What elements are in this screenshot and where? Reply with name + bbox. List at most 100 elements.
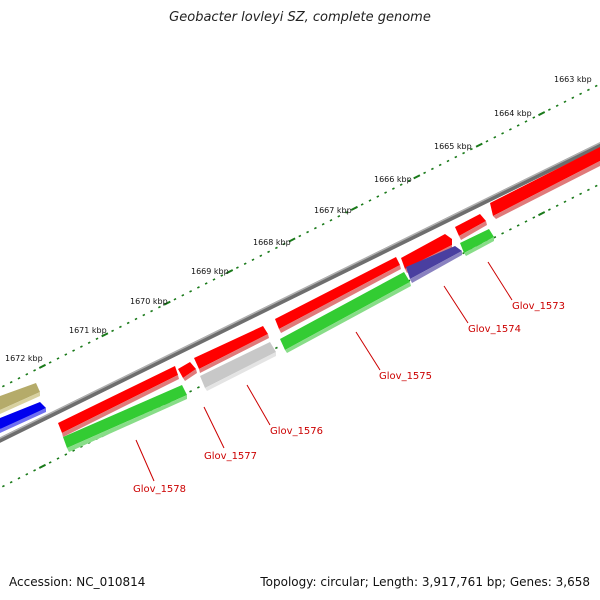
inner-tick [33, 469, 37, 472]
gene-reverse-1576-shade [205, 352, 276, 391]
outer-tick [25, 373, 29, 376]
gene-callouts [135, 261, 513, 482]
outer-tick [555, 104, 559, 107]
outer-tick [274, 246, 278, 250]
outer-tick [142, 313, 146, 317]
gene-olive-shade [0, 392, 40, 414]
outer-tick [163, 300, 171, 306]
outer-tick [571, 96, 575, 100]
gene-olive [0, 383, 40, 410]
outer-tick [493, 136, 497, 139]
outer-tick [321, 222, 325, 226]
outer-tick [454, 155, 458, 159]
gene-reverse-1573 [460, 229, 494, 253]
inner-tick [196, 386, 200, 389]
outer-tick [407, 179, 411, 183]
inner-tick [594, 184, 598, 188]
outer-tick [329, 218, 333, 222]
inner-tick [508, 228, 512, 231]
outer-tick [508, 128, 512, 131]
outer-tick [1, 384, 5, 388]
gene-forward-1-shade [493, 161, 600, 219]
callout-line-1575 [355, 331, 381, 371]
gene-reverse-1574 [406, 246, 462, 279]
outer-tick [547, 108, 551, 111]
inner-tick [38, 463, 46, 469]
outer-tick [87, 341, 91, 344]
outer-tick [126, 321, 130, 325]
scale-label: 1664 kbp [494, 109, 532, 118]
inner-tick [563, 200, 567, 204]
scale-label: 1671 kbp [69, 326, 107, 335]
outer-tick [33, 369, 37, 372]
scale-label: 1665 kbp [434, 142, 472, 151]
inner-tick [17, 476, 21, 480]
gene-label-1575: Glov_1575 [379, 371, 432, 382]
genome-backbone [0, 142, 600, 443]
gene-forward-1 [490, 147, 600, 216]
gene-reverse-1578 [63, 385, 187, 448]
inner-tick [579, 192, 583, 196]
outer-tick [9, 380, 13, 384]
outer-tick [118, 325, 122, 329]
outer-tick [594, 84, 598, 88]
outer-tick [360, 203, 364, 206]
outer-tick [384, 191, 388, 194]
inner-tick [64, 453, 68, 456]
outer-tick [17, 376, 21, 380]
inner-tick [79, 445, 83, 448]
genome-summary-text: Topology: circular; Length: 3,917,761 bp… [260, 575, 590, 589]
outer-tick [243, 262, 247, 265]
outer-tick [501, 132, 505, 135]
gene-label-1573: Glov_1573 [512, 301, 565, 312]
gene-blue-shade [0, 408, 46, 433]
outer-tick [524, 120, 528, 123]
outer-tick [212, 278, 216, 281]
outer-tick [134, 317, 138, 321]
outer-tick [226, 269, 234, 275]
inner-tick [72, 449, 76, 452]
outer-tick [313, 226, 317, 230]
outer-tick [220, 274, 224, 277]
gene-forward-5 [194, 326, 268, 369]
gene-labels: Glov_1573 Glov_1574 Glov_1575 Glov_1576 … [133, 301, 565, 495]
gene-reverse-1573-shade [464, 237, 494, 256]
outer-tick [48, 361, 52, 364]
outer-tick [485, 139, 489, 143]
gene-label-1574: Glov_1574 [468, 324, 521, 335]
gene-reverse-1576 [200, 342, 276, 388]
outer-tick [288, 237, 296, 243]
gene-forward-2-shade [459, 221, 487, 240]
outer-tick [282, 242, 286, 246]
scale-label: 1666 kbp [374, 175, 412, 184]
outer-tick [173, 297, 177, 301]
outer-tick [72, 349, 76, 352]
outer-tick [516, 124, 520, 127]
inner-tick [25, 473, 29, 476]
callout-line-1578 [135, 439, 155, 482]
outer-tick [306, 230, 310, 234]
gene-forward-6-shade [183, 369, 197, 381]
gene-reverse-1575 [280, 272, 410, 350]
scale-label: 1663 kbp [554, 75, 592, 84]
inner-tick [493, 236, 497, 239]
gene-reverse-1578-shade [67, 395, 187, 452]
outer-tick [189, 290, 193, 293]
inner-tick [524, 220, 528, 223]
inner-tick [189, 390, 193, 393]
outer-tick [413, 174, 421, 180]
outer-tick [267, 250, 271, 254]
inner-tick [547, 208, 551, 211]
outer-tick [423, 171, 427, 175]
inner-tick [571, 196, 575, 200]
inner-tick [1, 484, 5, 488]
gene-label-1577: Glov_1577 [204, 451, 257, 462]
callout-line-1574 [443, 285, 469, 324]
outer-tick [150, 309, 154, 313]
outer-tick [95, 337, 99, 341]
outer-tick [259, 254, 263, 258]
gene-forward-4 [275, 257, 400, 329]
outer-tick [586, 88, 590, 92]
scale-labels: 1663 kbp 1664 kbp 1665 kbp 1666 kbp 1667… [5, 75, 592, 363]
outer-tick [438, 163, 442, 167]
